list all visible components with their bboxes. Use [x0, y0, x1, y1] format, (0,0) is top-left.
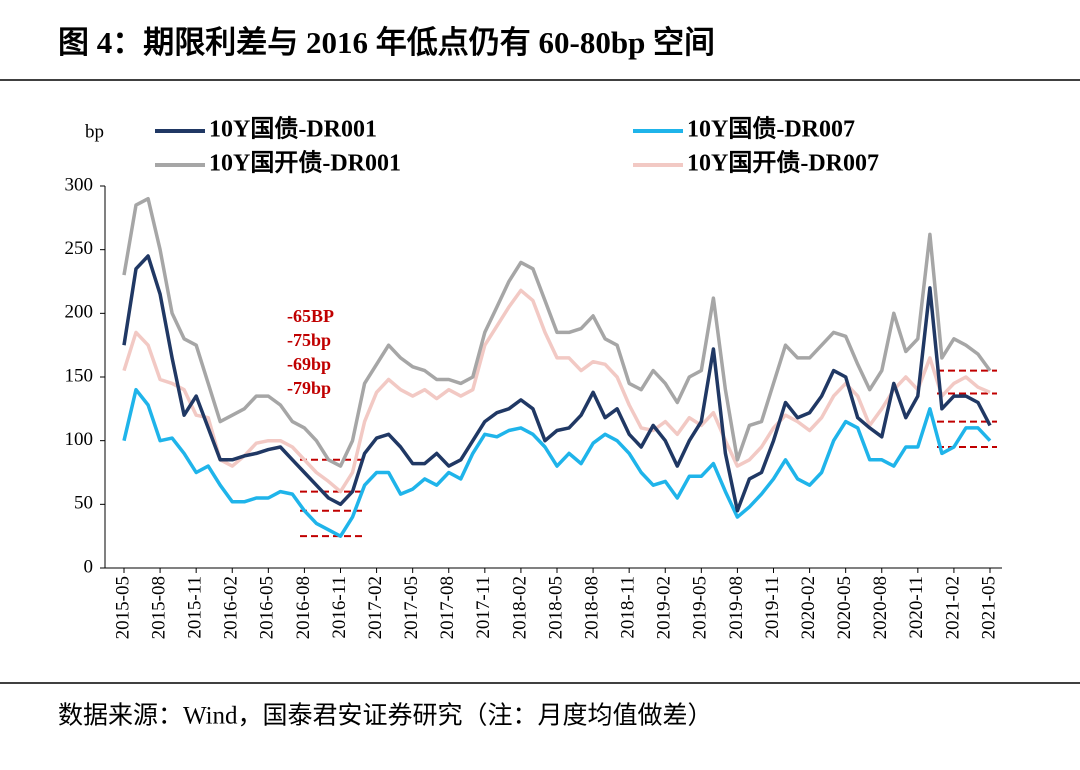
x-tick-label: 2016-02	[221, 576, 242, 639]
x-tick-label: 2019-02	[654, 576, 675, 639]
legend-label: 10Y国债-DR007	[687, 116, 855, 143]
x-tick-label: 2018-11	[618, 576, 639, 639]
source: 数据来源：Wind，国泰君安证券研究（注：月度均值做差）	[58, 702, 713, 730]
legend-label: 10Y国开债-DR001	[209, 150, 401, 177]
series-line	[122, 387, 992, 538]
x-tick-label: 2018-05	[545, 576, 566, 639]
y-axis-label: bp	[85, 121, 104, 142]
x-tick-label: 2020-05	[834, 576, 855, 639]
x-tick-label: 2020-08	[870, 576, 891, 639]
series-line	[122, 196, 992, 468]
x-tick-label: 2015-11	[185, 576, 206, 639]
x-tick-label: 2020-02	[798, 576, 819, 639]
x-tick-label: 2016-05	[257, 576, 278, 639]
x-tick-label: 2015-08	[148, 576, 169, 639]
x-tick-label: 2019-05	[690, 576, 711, 639]
y-tick-label: 50	[74, 493, 93, 514]
chart-title: 图 4：期限利差与 2016 年低点仍有 60-80bp 空间	[58, 25, 715, 60]
annotation: -79bp	[287, 378, 331, 398]
x-tick-label: 2017-02	[365, 576, 386, 639]
legend-label: 10Y国债-DR001	[209, 116, 377, 143]
x-tick-label: 2021-05	[978, 576, 999, 639]
y-tick-label: 100	[65, 429, 94, 450]
x-tick-label: 2017-11	[473, 576, 494, 639]
x-tick-label: 2018-08	[581, 576, 602, 639]
y-tick-label: 300	[65, 174, 94, 195]
y-tick-label: 150	[65, 365, 94, 386]
y-tick-label: 0	[84, 556, 94, 577]
x-tick-label: 2015-05	[112, 576, 133, 639]
x-tick-label: 2019-08	[726, 576, 747, 639]
x-tick-label: 2017-05	[401, 576, 422, 639]
series-line	[122, 288, 991, 494]
x-tick-label: 2020-11	[906, 576, 927, 639]
annotation: -69bp	[287, 354, 331, 374]
x-tick-label: 2021-02	[942, 576, 963, 639]
legend-label: 10Y国开债-DR007	[687, 150, 879, 177]
x-tick-label: 2019-11	[762, 576, 783, 639]
x-tick-label: 2017-08	[437, 576, 458, 639]
x-tick-label: 2018-02	[509, 576, 530, 639]
series-line	[122, 254, 992, 513]
x-tick-label: 2016-11	[329, 576, 350, 639]
y-tick-label: 250	[65, 238, 94, 259]
x-tick-label: 2016-08	[293, 576, 314, 639]
annotation: -75bp	[287, 330, 331, 350]
annotation: -65BP	[287, 306, 334, 326]
y-tick-label: 200	[65, 302, 94, 323]
